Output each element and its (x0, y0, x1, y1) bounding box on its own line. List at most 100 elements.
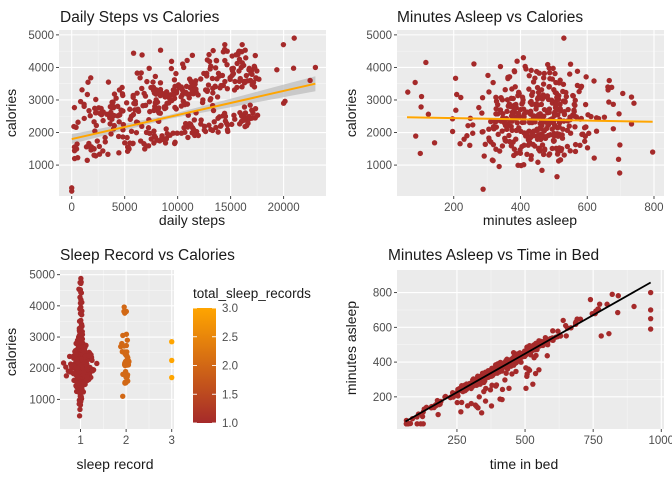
data-point (109, 116, 115, 122)
data-point (628, 121, 635, 127)
data-point (591, 155, 597, 161)
data-point (94, 360, 100, 367)
data-point (605, 84, 611, 90)
data-point (567, 71, 573, 77)
data-point (506, 138, 513, 145)
data-point (247, 77, 254, 84)
x-tick-label: 5000 (112, 202, 138, 214)
data-point (544, 93, 551, 99)
data-point (425, 111, 432, 117)
data-point (224, 61, 230, 68)
data-point (238, 64, 244, 71)
y-tick-label: 600 (373, 322, 392, 334)
data-point (185, 134, 191, 141)
data-point (116, 150, 122, 156)
data-point (516, 113, 522, 120)
data-point (558, 145, 565, 152)
data-point (490, 79, 496, 86)
x-tick-label: 400 (511, 202, 530, 214)
data-point (567, 148, 573, 154)
data-point (453, 107, 459, 113)
data-point (84, 374, 90, 381)
color-legend: total_sleep_records 1.0 1.5 2.0 2.5 3.0 (193, 286, 311, 430)
data-point (66, 353, 73, 360)
data-point (280, 100, 287, 106)
data-point (583, 74, 589, 80)
data-point (188, 78, 194, 84)
data-point (222, 41, 228, 48)
data-point (142, 102, 149, 109)
x-tick-label: 3 (169, 435, 175, 447)
data-point (555, 328, 561, 334)
data-point (78, 325, 84, 331)
data-point (533, 68, 540, 75)
y-tick-label: 2000 (366, 128, 392, 140)
data-point (124, 144, 131, 150)
data-point (431, 140, 438, 146)
y-tick-label: 3000 (29, 332, 55, 344)
y-tick-label: 3000 (28, 95, 54, 107)
data-point (190, 91, 197, 97)
data-point (214, 76, 220, 82)
data-point (574, 68, 581, 74)
data-point (169, 357, 175, 364)
data-point (146, 99, 153, 105)
confidence-band (71, 76, 316, 144)
smooth-line (71, 82, 316, 141)
tick-labels: 200 400 600 800 1000 2000 3000 4000 5000 (366, 30, 663, 214)
legend-colorbar (193, 308, 216, 423)
y-tick-label: 2000 (29, 363, 55, 375)
data-point (124, 148, 131, 154)
data-point (556, 124, 562, 130)
data-point (119, 91, 126, 97)
x-tick-label: 250 (447, 435, 466, 447)
data-point (72, 351, 79, 358)
data-point (86, 107, 92, 114)
data-point (479, 110, 485, 116)
tick-labels: 0 5000 10000 15000 20000 1000 2000 3000 4000 5000 (28, 30, 299, 214)
data-point (631, 100, 637, 106)
data-point (115, 113, 121, 119)
data-point (212, 65, 219, 71)
data-point (586, 130, 592, 137)
data-point (100, 148, 106, 154)
data-point (520, 106, 527, 112)
data-point (78, 356, 84, 362)
data-point (241, 78, 247, 85)
data-point (116, 87, 123, 93)
data-point (110, 112, 116, 118)
chart-title: Minutes Asleep vs Time in Bed (388, 247, 599, 264)
data-point (169, 374, 175, 381)
data-point (206, 58, 213, 65)
chart-title: Sleep Record vs Calories (60, 247, 235, 264)
x-tick-label: 20000 (268, 202, 300, 214)
reference-line-path (405, 281, 652, 423)
data-point (71, 155, 78, 162)
data-point (161, 104, 168, 110)
data-point (523, 365, 529, 371)
data-point (94, 138, 100, 144)
data-point (215, 129, 221, 135)
data-point (649, 149, 656, 155)
data-point (572, 141, 579, 148)
y-tick-label: 1000 (28, 160, 54, 172)
data-point (458, 409, 464, 415)
data-point (502, 122, 509, 129)
chart-title: Minutes Asleep vs Calories (397, 9, 583, 26)
data-point (615, 309, 621, 316)
x-tick-label: 10000 (162, 202, 194, 214)
data-point (115, 133, 122, 140)
legend-tick-label: 2.5 (222, 332, 238, 344)
data-point (499, 143, 506, 149)
data-point (610, 101, 616, 108)
data-point (84, 91, 91, 98)
data-point (181, 64, 187, 71)
data-point (561, 152, 567, 158)
data-point (465, 122, 471, 129)
x-tick-label: 1000 (648, 435, 672, 447)
data-point (145, 125, 152, 131)
y-tick-label: 5000 (29, 270, 55, 282)
data-point (148, 84, 154, 91)
data-point (481, 153, 487, 159)
data-point (143, 129, 150, 136)
